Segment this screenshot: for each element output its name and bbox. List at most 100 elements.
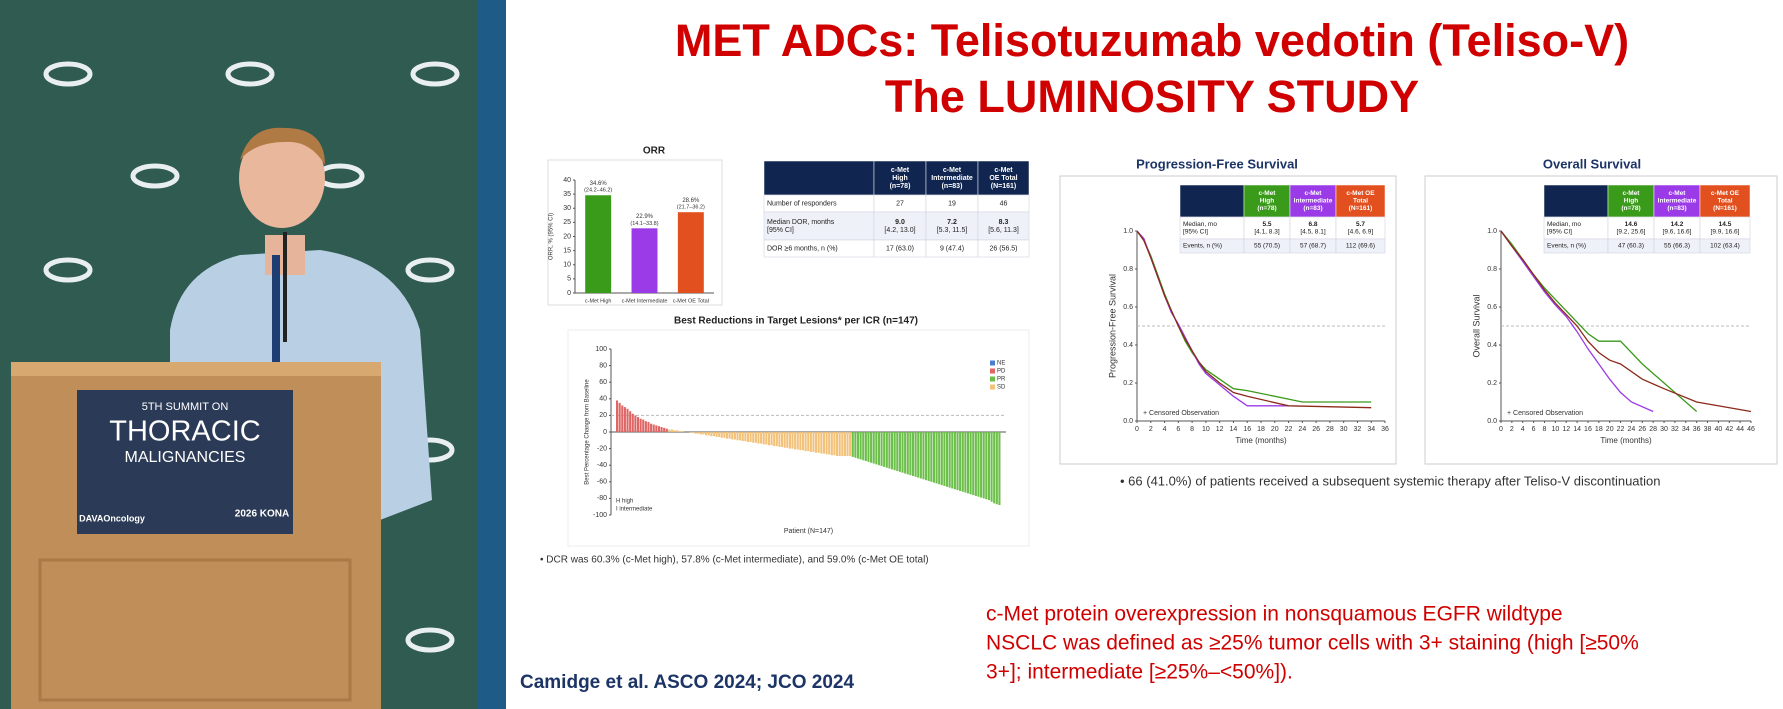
x-tick-label: 10 [1551,426,1559,433]
waterfall-bar [783,432,786,448]
table-header-text: c-Met [994,167,1013,174]
waterfall-bar [754,432,757,443]
panel [1424,175,1778,465]
waterfall-bar [678,431,681,432]
waterfall-bar [665,428,668,432]
waterfall-bar [998,432,1001,506]
table-cell-text: [9.2, 25.6] [1617,228,1646,235]
table-header-text: c-Met [943,167,962,174]
waterfall-bar [796,432,799,450]
waterfall-bar [733,432,736,440]
waterfall-bar [948,432,951,488]
table-header-text: OE Total [989,175,1017,182]
waterfall-bar [715,432,718,437]
table-header-text: c-Met [1305,190,1323,197]
legend-label: PR [997,377,1006,383]
waterfall-bar [985,432,988,500]
table-cell [1335,238,1386,254]
x-tick-label: 38 [1704,426,1712,433]
y-axis-label: Best Percentage Change from Baseline [585,379,591,485]
waterfall-bar [739,432,742,441]
panel [567,329,1030,547]
waterfall-bar [762,432,765,445]
x-tick-label: 6 [1532,426,1536,433]
y-tick-label: 10 [563,262,571,269]
table-cell-text: 26 (56.5) [989,245,1017,252]
x-tick-label: 24 [1628,426,1636,433]
waterfall-bar [995,432,998,505]
table-cell-text: 9.0 [895,219,905,226]
waterfall-bar [786,432,789,448]
table-cell-text: 9 (47.4) [940,245,964,252]
waterfall-bar [650,423,653,432]
waterfall-bar [652,424,655,432]
y-tick-label: 0 [567,290,571,297]
y-tick-label: 0.0 [1123,418,1133,425]
y-tick-label: 0 [603,429,607,436]
y-tick-label: 60 [599,379,607,386]
waterfall-bar [930,432,933,482]
waterfall-bar [616,400,619,432]
x-tick-label: 6 [1176,426,1180,433]
waterfall-bar [752,432,755,443]
waterfall-bar [621,405,624,432]
table-header-cell [977,160,1030,196]
x-tick-label: 22 [1285,426,1293,433]
y-tick-label: 30 [563,205,571,212]
waterfall-bar [728,432,731,439]
waterfall-bar [898,432,901,472]
podium-line: 5TH SUMMIT ON [142,401,229,413]
waterfall-bar [636,417,640,432]
y-tick-label: -80 [597,495,607,502]
waterfall-bar [707,432,710,436]
waterfall-bar [691,432,695,433]
table-cell-text: [4.5, 8.1] [1300,228,1325,235]
x-axis-label: Time (months) [1600,436,1652,445]
table-header-text: Total [1353,198,1368,205]
waterfall-bar [655,425,658,432]
value-label: 22.9% [636,214,654,220]
y-tick-label: 0.6 [1123,304,1133,311]
waterfall-bar [919,432,922,479]
waterfall-bar [639,418,642,432]
x-axis-label: Patient (N=147) [784,528,833,535]
ci-label: (14.1–33.8) [630,221,658,227]
x-tick-label: 46 [1747,426,1755,433]
table-cell [977,211,1030,241]
waterfall-bar [862,432,865,461]
waterfall-bar [809,432,812,452]
waterfall-bar [822,432,825,454]
waterfall-bar [702,432,705,435]
table-cell-text: Median, mo [1547,221,1581,228]
legend-swatch [990,368,995,374]
annotation: H high [616,499,633,505]
x-tick-label: 32 [1354,426,1362,433]
waterfall-bar [720,432,723,438]
x-tick-label: 12 [1562,426,1570,433]
waterfall-bar [872,432,875,464]
x-tick-label: c-Met OE Total [673,298,709,304]
x-tick-label: 20 [1606,426,1614,433]
waterfall-bar [925,432,928,481]
table-header-text: c-Met OE [1346,190,1375,197]
x-tick-label: 8 [1190,426,1194,433]
note: • 66 (41.0%) of patients received a subs… [1120,473,1661,488]
x-tick-label: 0 [1135,426,1139,433]
value-label: 34.6% [590,181,608,187]
annotation: I intermediate [616,507,653,513]
waterfall-bar [642,419,645,432]
table-header-text: (n=83) [1667,205,1686,212]
panel [1059,175,1397,465]
x-tick-label: 32 [1671,426,1679,433]
waterfall-bar [846,432,849,457]
waterfall-bar [778,432,781,447]
y-tick-label: 0.8 [1123,266,1133,273]
ci-label: (24.2–46.2) [584,188,612,194]
table-header-text: (n=83) [1303,205,1322,212]
podium-badge: 2026 KONA [235,509,289,520]
chart-title: Overall Survival [1543,156,1641,171]
waterfall-bar [966,432,970,494]
legend-swatch [990,384,995,390]
x-tick-label: 28 [1649,426,1657,433]
table-cell-text: Number of responders [767,200,837,207]
